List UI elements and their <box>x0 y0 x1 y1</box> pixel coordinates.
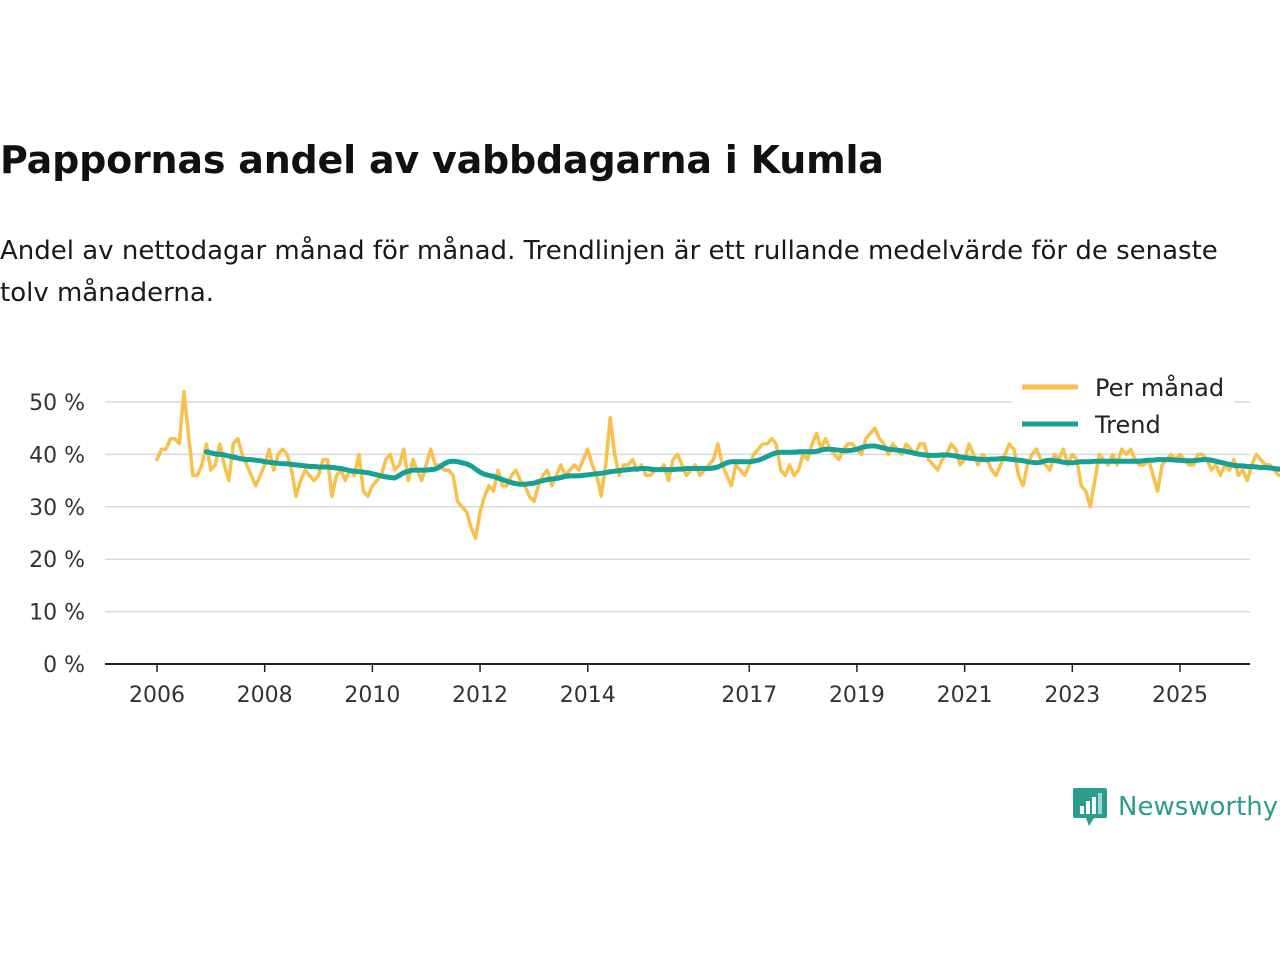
x-tick-label: 2017 <box>721 683 777 708</box>
y-tick-label: 0 % <box>43 653 85 678</box>
line-chart: 0 % 10 % 20 % 30 % 40 % 50 % 2006 2008 2010 2012… <box>29 368 1280 708</box>
x-tick-label: 2008 <box>237 683 293 708</box>
y-tick-label: 30 % <box>29 496 85 521</box>
chart-title: Pappornas andel av vabbdagarna i Kumla <box>0 138 884 182</box>
x-tick-label: 2010 <box>344 683 400 708</box>
y-tick-label: 40 % <box>29 443 85 468</box>
y-tick-label: 10 % <box>29 601 85 626</box>
x-axis-ticks: 2006 2008 2010 2012 2014 2017 2019 2021 2023 2025 <box>129 664 1208 708</box>
y-tick-label: 20 % <box>29 548 85 573</box>
x-tick-label: 2014 <box>560 683 616 708</box>
series-line-per-manad <box>155 389 1280 540</box>
chart-subtitle: Andel av nettodagar månad för månad. Tre… <box>0 236 1218 308</box>
legend: Per månad Trend <box>1012 368 1234 446</box>
series-line-trend <box>203 443 1280 487</box>
newsworthy-logo-icon <box>1073 788 1107 826</box>
brand-logo[interactable]: Newsworthy <box>1072 786 1278 828</box>
legend-label: Trend <box>1094 411 1161 439</box>
x-tick-label: 2019 <box>829 683 885 708</box>
y-tick-label: 50 % <box>29 391 85 416</box>
legend-background <box>1012 368 1234 446</box>
brand-name: Newsworthy <box>1118 792 1279 822</box>
x-tick-label: 2025 <box>1152 683 1208 708</box>
x-tick-label: 2006 <box>129 683 185 708</box>
x-tick-label: 2023 <box>1044 683 1100 708</box>
series-lines <box>155 389 1280 540</box>
x-tick-label: 2021 <box>937 683 993 708</box>
gridlines <box>105 401 1250 665</box>
y-axis-ticks: 0 % 10 % 20 % 30 % 40 % 50 % <box>29 391 85 678</box>
x-tick-label: 2012 <box>452 683 508 708</box>
legend-label: Per månad <box>1095 373 1224 402</box>
